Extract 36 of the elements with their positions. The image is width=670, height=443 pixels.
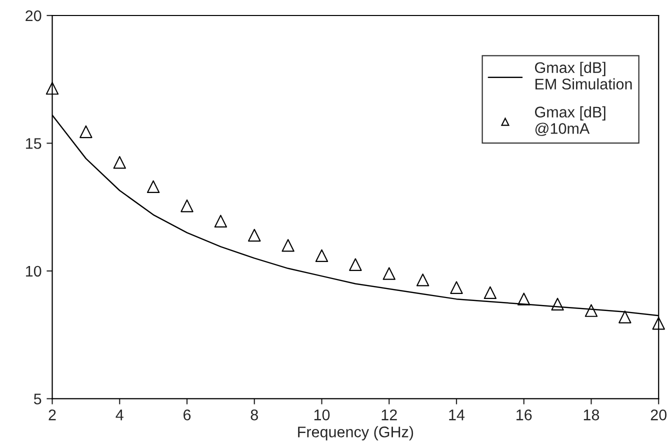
x-tick-label: 10 (314, 410, 330, 420)
x-axis-title: Frequency (GHz) (298, 426, 414, 440)
y-tick-label: 5 (34, 394, 42, 404)
x-tick-label: 6 (184, 410, 191, 420)
y-tick-label: 20 (26, 10, 42, 22)
point (551, 298, 564, 311)
point (214, 214, 228, 228)
point (146, 180, 160, 194)
x-tick-label: 18 (584, 410, 600, 420)
point (484, 286, 497, 300)
x-tick-label: 2 (48, 410, 56, 420)
point (315, 249, 328, 262)
point (450, 281, 463, 294)
legend-label: Gmax [dB] EM Simulation (535, 62, 632, 90)
x-tick-label: 20 (650, 410, 667, 420)
point (584, 304, 598, 317)
point (113, 156, 126, 169)
y-tick-label: 15 (26, 138, 42, 149)
point (282, 239, 294, 252)
point (652, 316, 665, 330)
x-tick-label: 16 (516, 410, 532, 420)
point (180, 199, 194, 212)
legend-label: Gmax [dB] @10mA (535, 106, 606, 136)
point (416, 274, 430, 286)
point (248, 228, 261, 242)
point (349, 258, 362, 271)
x-tick-label: 14 (449, 410, 465, 420)
point (80, 125, 92, 138)
point (46, 82, 59, 95)
point (618, 310, 632, 324)
x-tick-label: 8 (250, 410, 258, 420)
y-tick-label: 10 (26, 266, 42, 277)
point (382, 267, 396, 280)
x-tick-label: 12 (382, 410, 397, 420)
x-tick-label: 4 (116, 410, 124, 420)
point (518, 292, 530, 306)
